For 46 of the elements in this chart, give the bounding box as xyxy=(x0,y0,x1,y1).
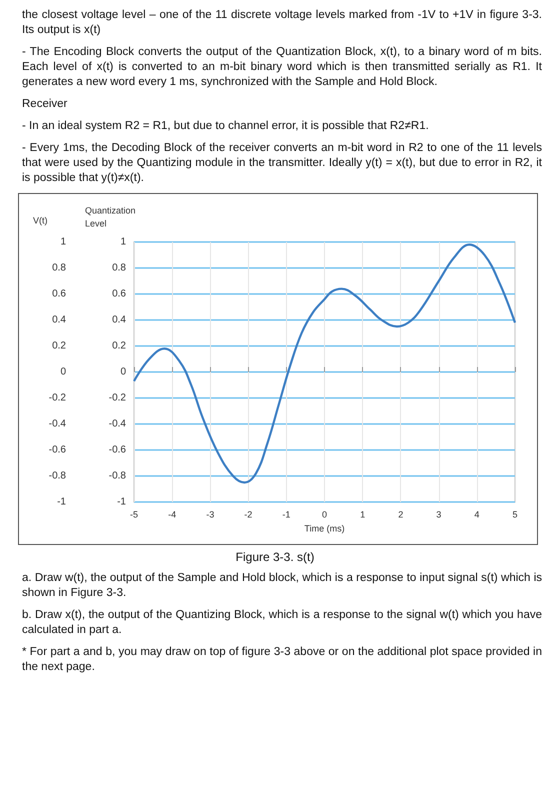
x-tick-label: 4 xyxy=(474,510,480,520)
y2-tick-label: 0.2 xyxy=(112,340,126,352)
x-tick-label: 1 xyxy=(360,510,366,520)
y2-tick-label: 1 xyxy=(120,236,126,248)
x-tick-label: 3 xyxy=(436,510,442,520)
y-tick-label: -1 xyxy=(57,496,66,508)
y-tick-label: 1 xyxy=(60,236,66,248)
x-tick-label: -1 xyxy=(282,510,290,520)
y2-tick-label: -0.6 xyxy=(108,444,126,456)
y2-axis-title: Quantization Level xyxy=(85,206,138,228)
x-tick-label: 5 xyxy=(512,510,518,520)
text: the closest voltage level – one of the 11 discrete voltage levels marked from -1V to +1V in figure 3-3. Its output is x(t) xyxy=(21,8,542,38)
text: - In an ideal system R2 = R1, but due to channel error, it is possible that R2≠R1. xyxy=(21,119,430,134)
y-tick-label: -0.2 xyxy=(48,392,66,404)
y-tick-label: 0.8 xyxy=(52,262,66,274)
y-tick-label: 0.2 xyxy=(52,340,66,352)
x-tick-label: -2 xyxy=(244,510,252,520)
y2-tick-label: -0.4 xyxy=(108,418,126,430)
x-tick-label: -3 xyxy=(206,510,214,520)
x-axis-title: Time (ms) xyxy=(304,524,345,534)
y-tick-label: -0.4 xyxy=(48,418,66,430)
y-axis-title: V(t) xyxy=(33,216,48,226)
y-tick-label: 0 xyxy=(60,366,66,378)
y2-tick-label: -0.8 xyxy=(108,470,126,482)
y2-tick-label: 0 xyxy=(120,366,126,378)
text: b. Draw x(t), the output of the Quantizing Block, which is a response to the signal w(t) which you have calculated in part a. xyxy=(21,608,542,638)
text: Receiver xyxy=(21,97,68,112)
y2-tick-label: 0.8 xyxy=(112,262,126,274)
y-tick-label: 0.4 xyxy=(52,314,66,326)
text: - Every 1ms, the Decoding Block of the receiver converts an m-bit word in R2 to one of the 11 levels that were used by the Quantizing module in the transmitter. Ideally y(t) = x(t), but due to error in R2, it is possible that y(t)≠x(t). xyxy=(21,141,542,186)
y-tick-label: -0.6 xyxy=(48,444,66,456)
text: - The Encoding Block converts the output of the Quantization Block, x(t), to a binary word of m bits. Each level of x(t) is converted to an m-bit binary word which is then transmitted serially as R1. It generates a new word every 1 ms, synchronized with the Sample and Hold Block. xyxy=(21,45,542,90)
y2-tick-label: 0.6 xyxy=(112,288,126,300)
line-series xyxy=(132,244,516,484)
text: * For part a and b, you may draw on top of figure 3-3 above or on the additional plot space provided in the next page. xyxy=(21,645,542,675)
y2-tick-label: -0.2 xyxy=(108,392,126,404)
y-tick-label: -0.8 xyxy=(48,470,66,482)
x-tick-label: 0 xyxy=(322,510,328,520)
y-tick-label: 0.6 xyxy=(52,288,66,300)
x-tick-label: -5 xyxy=(130,510,138,520)
x-tick-label: -4 xyxy=(168,510,176,520)
y2-tick-label: 0.4 xyxy=(112,314,126,326)
y2-tick-label: -1 xyxy=(117,496,126,508)
text: Figure 3-3. s(t) xyxy=(234,550,316,564)
x-tick-label: 2 xyxy=(398,510,404,520)
text: a. Draw w(t), the output of the Sample and Hold block, which is a response to input signal s(t) which is shown in Figure 3-3. xyxy=(21,571,542,601)
